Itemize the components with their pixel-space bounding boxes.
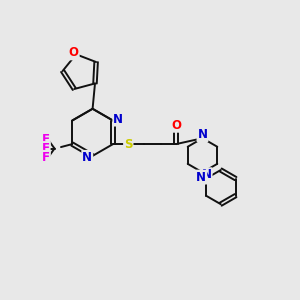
Text: S: S	[124, 138, 133, 151]
Text: O: O	[69, 46, 79, 59]
Text: N: N	[196, 171, 206, 184]
Text: N: N	[202, 168, 212, 181]
Text: N: N	[197, 128, 208, 141]
Text: F: F	[42, 133, 50, 146]
Text: O: O	[171, 119, 181, 132]
Text: F: F	[42, 151, 50, 164]
Text: N: N	[113, 112, 123, 126]
Text: F: F	[42, 142, 50, 155]
Text: N: N	[82, 151, 92, 164]
